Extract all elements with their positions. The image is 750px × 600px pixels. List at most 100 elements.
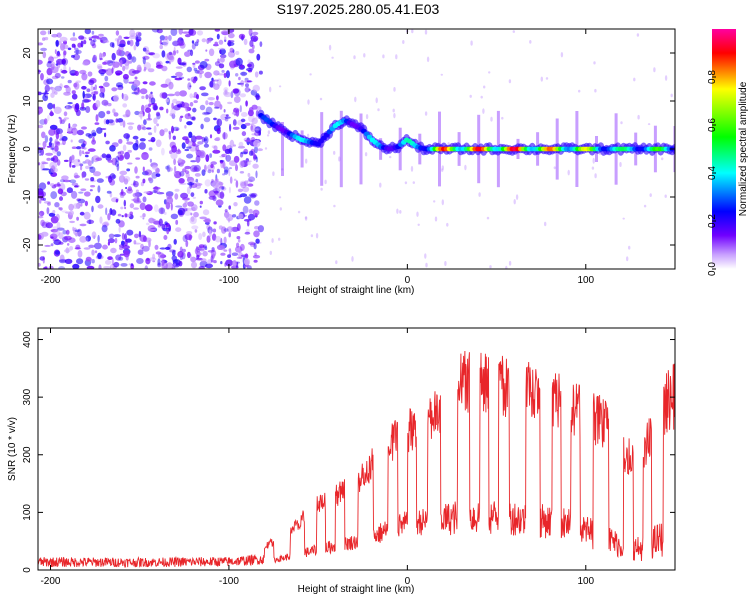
noise-speck bbox=[233, 88, 241, 97]
noise-speck bbox=[72, 203, 79, 210]
noise-speck bbox=[120, 263, 128, 267]
noise-speck bbox=[179, 90, 188, 97]
noise-speck bbox=[248, 48, 255, 54]
noise-speck bbox=[56, 52, 61, 57]
noise-speck bbox=[244, 160, 252, 163]
noise-speck bbox=[251, 117, 258, 125]
noise-speck bbox=[208, 190, 216, 198]
noise-speck bbox=[145, 49, 150, 55]
noise-speck bbox=[181, 248, 186, 253]
noise-speck bbox=[257, 148, 263, 152]
noise-speck bbox=[74, 184, 80, 188]
noise-speck bbox=[70, 139, 73, 143]
noise-speck bbox=[163, 128, 169, 133]
spectral-streak bbox=[320, 112, 324, 186]
noise-speck bbox=[82, 61, 90, 66]
noise-speck bbox=[424, 29, 428, 35]
noise-speck bbox=[77, 250, 83, 258]
noise-speck bbox=[174, 170, 182, 179]
noise-speck bbox=[105, 154, 112, 161]
noise-speck bbox=[135, 40, 140, 47]
noise-speck bbox=[53, 106, 62, 115]
noise-speck bbox=[222, 173, 226, 176]
noise-speck bbox=[58, 232, 64, 240]
noise-speck bbox=[233, 202, 238, 207]
noise-speck bbox=[188, 131, 193, 138]
noise-speck bbox=[224, 209, 228, 213]
noise-speck bbox=[119, 191, 126, 197]
noise-speck bbox=[244, 253, 249, 259]
noise-speck bbox=[108, 175, 113, 183]
noise-speck bbox=[188, 141, 193, 147]
noise-speck bbox=[243, 38, 248, 46]
noise-speck bbox=[254, 225, 259, 230]
noise-speck bbox=[199, 86, 206, 91]
noise-speck bbox=[377, 108, 380, 112]
noise-speck bbox=[38, 146, 42, 154]
noise-speck bbox=[213, 117, 217, 121]
noise-speck bbox=[163, 199, 167, 205]
noise-speck bbox=[82, 71, 85, 76]
noise-speck bbox=[192, 62, 196, 65]
noise-speck bbox=[138, 113, 144, 118]
noise-speck bbox=[65, 247, 70, 254]
noise-speck bbox=[61, 210, 68, 213]
noise-speck bbox=[211, 233, 217, 241]
noise-speck bbox=[393, 87, 396, 92]
noise-speck bbox=[257, 225, 264, 233]
noise-speck bbox=[188, 29, 194, 36]
noise-speck bbox=[196, 39, 200, 43]
noise-speck bbox=[149, 257, 157, 261]
noise-speck bbox=[72, 32, 76, 37]
noise-speck bbox=[44, 265, 48, 269]
noise-speck bbox=[117, 213, 122, 217]
noise-speck bbox=[96, 178, 104, 183]
noise-speck bbox=[643, 204, 647, 208]
noise-speck bbox=[60, 76, 65, 79]
noise-speck bbox=[229, 167, 232, 170]
noise-speck bbox=[186, 146, 192, 149]
noise-speck bbox=[67, 102, 73, 105]
noise-speck bbox=[178, 260, 183, 267]
noise-speck bbox=[591, 166, 595, 170]
noise-speck bbox=[97, 185, 101, 193]
noise-speck bbox=[278, 196, 282, 199]
noise-speck bbox=[83, 247, 91, 250]
noise-speck bbox=[126, 122, 135, 125]
noise-speck bbox=[50, 66, 59, 74]
noise-speck bbox=[73, 82, 78, 88]
noise-speck bbox=[74, 229, 80, 233]
noise-speck bbox=[134, 76, 138, 80]
noise-speck bbox=[150, 91, 153, 95]
noise-speck bbox=[155, 139, 162, 148]
noise-speck bbox=[80, 40, 84, 48]
noise-speck bbox=[173, 263, 176, 266]
noise-speck bbox=[637, 114, 640, 120]
noise-speck bbox=[41, 221, 48, 229]
noise-speck bbox=[223, 109, 226, 113]
noise-speck bbox=[46, 157, 51, 161]
noise-speck bbox=[180, 192, 189, 199]
noise-speck bbox=[214, 29, 220, 32]
noise-speck bbox=[251, 123, 254, 126]
noise-speck bbox=[133, 70, 141, 73]
noise-speck bbox=[636, 33, 640, 37]
noise-speck bbox=[58, 241, 64, 245]
noise-speck bbox=[248, 29, 253, 37]
noise-speck bbox=[238, 141, 244, 148]
noise-speck bbox=[223, 236, 227, 244]
noise-speck bbox=[219, 57, 225, 63]
noise-speck bbox=[72, 263, 80, 269]
noise-speck bbox=[185, 240, 189, 248]
noise-speck bbox=[205, 49, 208, 52]
noise-speck bbox=[52, 229, 61, 237]
noise-speck bbox=[48, 141, 53, 147]
noise-speck bbox=[38, 70, 42, 73]
noise-speck bbox=[246, 220, 250, 227]
colorbar: 0.0 0.2 0.4 0.6 0.8 Normalized spectral ampl… bbox=[707, 29, 749, 276]
noise-speck bbox=[351, 256, 354, 262]
noise-speck bbox=[213, 221, 217, 225]
noise-speck bbox=[109, 42, 114, 48]
noise-speck bbox=[184, 51, 191, 57]
snr-plot-area bbox=[38, 328, 675, 570]
